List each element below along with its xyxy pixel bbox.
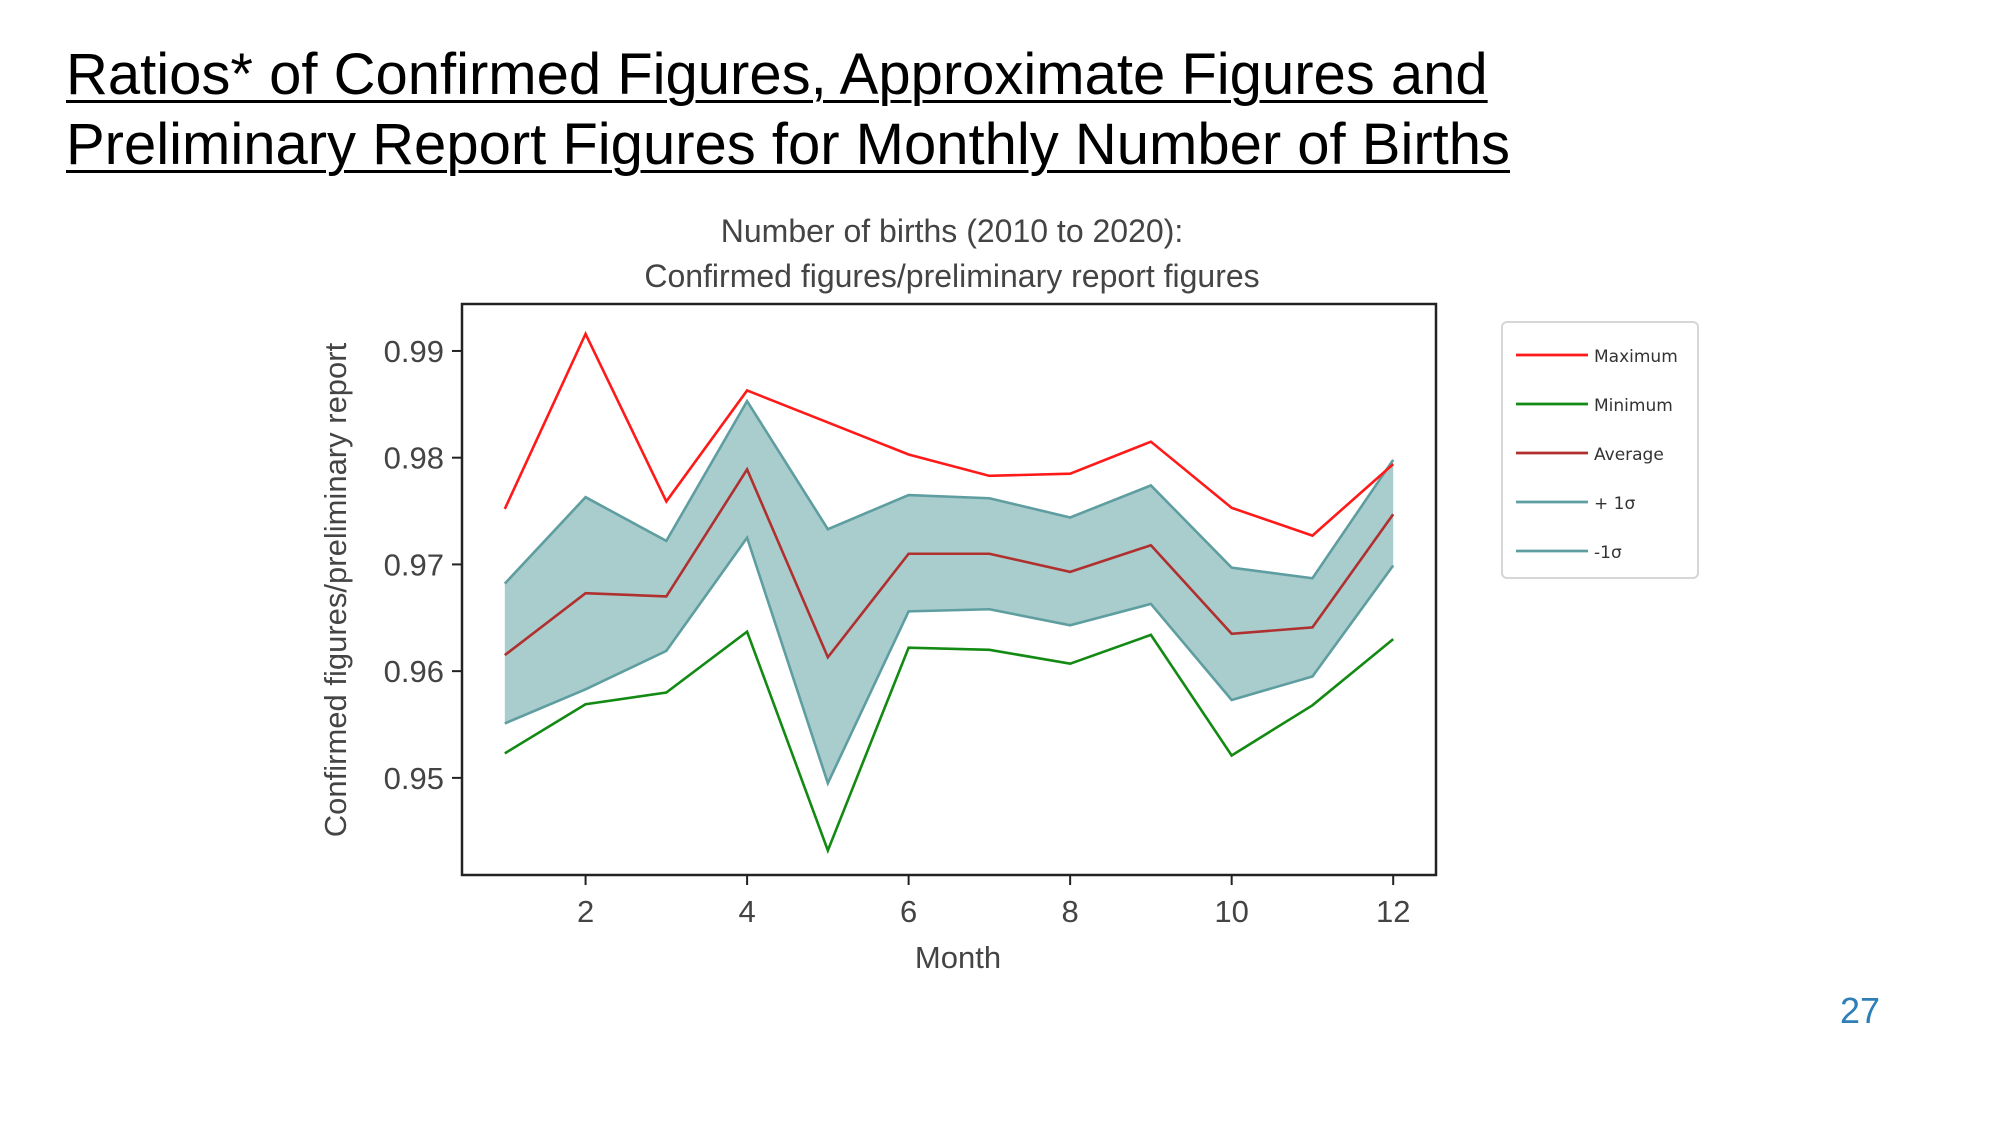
slide-title: Ratios* of Confirmed Figures, Approximat… <box>66 40 1766 180</box>
page-number: 27 <box>1840 990 1881 1031</box>
x-tick-label: 2 <box>577 894 594 929</box>
legend-item-minus-1sigma: -1σ <box>1516 543 1622 563</box>
legend-entries: Maximum Minimum Average + 1σ -1σ <box>1516 347 1678 563</box>
legend-item-maximum: Maximum <box>1516 347 1678 367</box>
x-tick-label: 8 <box>1062 894 1079 929</box>
series-line-minus-1sigma <box>504 534 1395 787</box>
x-tick-label: 10 <box>1214 894 1248 929</box>
y-tick-label: 0.97 <box>384 547 444 582</box>
chart-title-line2: Confirmed figures/preliminary report fig… <box>644 258 1259 294</box>
y-axis-label: Confirmed figures/preliminary report <box>318 342 353 837</box>
axes: 2 4 6 8 10 12 0.95 0.96 0.97 0.98 0.99 <box>384 334 1411 929</box>
series-line-plus-1sigma <box>503 398 1395 585</box>
series-line-average <box>504 466 1395 660</box>
slide-title-line1: Ratios* of Confirmed Figures, Approximat… <box>66 42 1488 107</box>
x-tick-label: 4 <box>738 894 755 929</box>
legend-box <box>1501 321 1699 579</box>
legend-item-minimum: Minimum <box>1516 396 1673 416</box>
legend-label: Average <box>1594 445 1664 465</box>
y-tick-label: 0.95 <box>384 761 444 796</box>
legend-label: -1σ <box>1594 543 1622 563</box>
plot-area <box>503 330 1395 855</box>
y-tick-label: 0.99 <box>384 334 444 369</box>
series-line-maximum <box>503 330 1395 538</box>
x-tick-label: 6 <box>900 894 917 929</box>
x-tick-label: 12 <box>1376 894 1410 929</box>
series-line-minimum <box>504 629 1395 855</box>
legend-item-plus-1sigma: + 1σ <box>1516 494 1635 514</box>
y-tick-label: 0.98 <box>384 441 444 476</box>
legend-label: Maximum <box>1594 347 1678 367</box>
chart-title-line1: Number of births (2010 to 2020): <box>721 213 1183 249</box>
legend-label: + 1σ <box>1594 494 1635 514</box>
slide-title-line2: Preliminary Report Figures for Monthly N… <box>66 112 1511 177</box>
sigma-band <box>504 401 1394 784</box>
plot-frame <box>460 302 1438 877</box>
legend-label: Minimum <box>1594 396 1673 416</box>
chart-titles: Number of births (2010 to 2020): Confirm… <box>644 213 1259 294</box>
legend: Maximum Minimum Average + 1σ -1σ <box>1501 321 1699 579</box>
x-axis-label: Month <box>915 940 1001 975</box>
legend-item-average: Average <box>1516 445 1664 465</box>
y-tick-label: 0.96 <box>384 654 444 689</box>
